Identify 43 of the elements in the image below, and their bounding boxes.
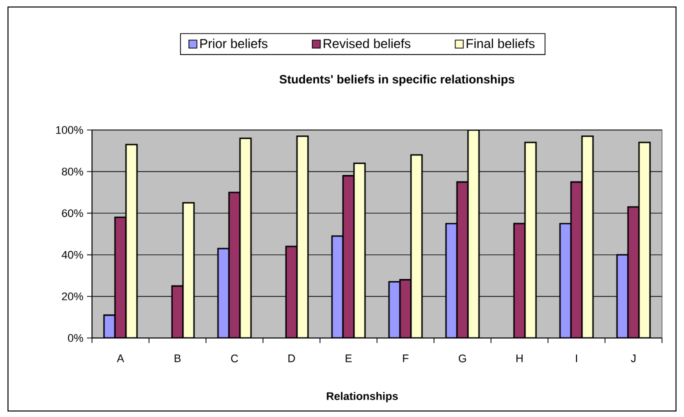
bar [445, 222, 458, 338]
bar [228, 192, 241, 338]
chart-title: Students' beliefs in specific relationships [280, 74, 514, 86]
bar [182, 202, 195, 338]
bar [627, 206, 640, 338]
legend-label: Prior beliefs [200, 38, 268, 48]
x-tick-label: F [403, 354, 408, 362]
bar [559, 222, 572, 338]
bar [114, 216, 127, 338]
x-tick-label: I [576, 354, 578, 362]
bar [285, 246, 298, 338]
bar [570, 181, 583, 338]
x-tick-label: A [116, 354, 124, 362]
bar [342, 175, 355, 338]
x-tick-label: G [458, 354, 466, 362]
y-tick-label: 60% [62, 209, 84, 218]
legend-label: Final beliefs [466, 38, 535, 48]
bar [410, 154, 423, 338]
bar [353, 162, 366, 338]
x-tick-label: B [174, 354, 181, 362]
bar [239, 138, 252, 338]
bar [456, 181, 469, 338]
bar [296, 136, 309, 338]
y-tick-label: 80% [62, 168, 84, 176]
bar [524, 142, 537, 338]
y-tick-label: 100% [56, 126, 84, 134]
x-tick-label: E [346, 354, 352, 362]
y-tick-label: 40% [62, 250, 84, 259]
bar [581, 136, 594, 338]
bar [331, 235, 344, 338]
y-tick-label: 0% [68, 334, 84, 342]
bar [467, 130, 480, 338]
x-tick-label: D [288, 354, 295, 362]
bar [513, 222, 526, 338]
y-tick-label: 20% [62, 292, 84, 300]
bar [638, 142, 651, 338]
x-tick-label: H [516, 354, 523, 362]
bar [616, 254, 629, 338]
bar [125, 144, 138, 338]
x-axis-title: Relationships [326, 392, 398, 402]
x-tick-label: C [231, 354, 238, 362]
legend-label: Revised beliefs [324, 38, 410, 48]
x-tick-label: J [630, 354, 636, 362]
